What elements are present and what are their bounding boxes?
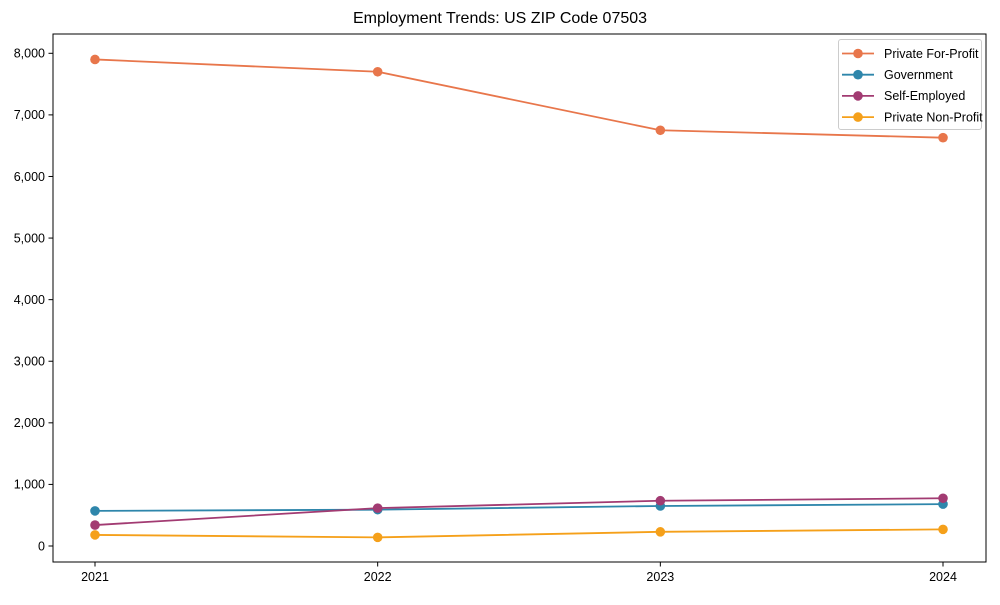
legend-marker-government [853, 69, 863, 80]
legend-box [838, 39, 982, 130]
data-point-private-for-profit-2022 [372, 66, 383, 77]
y-tick-label: 8,000 [14, 47, 45, 61]
data-point-private-for-profit-2024 [938, 132, 948, 143]
data-point-government-2021 [90, 506, 100, 516]
y-tick-label: 0 [38, 539, 45, 553]
x-axis: 2021 2022 2023 2024 [81, 562, 957, 584]
legend-label-self-employed: Self-Employed [884, 89, 965, 103]
data-point-self-employed-2023 [655, 495, 666, 506]
legend-marker-self-employed [853, 91, 863, 101]
x-tick-label: 2024 [929, 570, 957, 584]
x-tick-label: 2022 [364, 570, 392, 584]
legend: Private For-Profit Government Self-Employe… [838, 39, 983, 130]
legend-item-private-non-profit: Private Non-Profit [842, 110, 983, 124]
data-point-private-for-profit-2023 [655, 125, 666, 136]
data-point-private-non-profit-2024 [938, 524, 948, 535]
legend-label-private-non-profit: Private Non-Profit [884, 110, 983, 124]
data-point-private-non-profit-2023 [655, 527, 666, 537]
plot-border [52, 33, 987, 563]
y-tick-label: 5,000 [14, 231, 45, 245]
x-tick-label: 2023 [646, 570, 674, 584]
data-point-private-non-profit-2021 [90, 530, 100, 540]
series-markers-self-employed [90, 493, 948, 530]
legend-label-private-for-profit: Private For-Profit [884, 47, 979, 61]
y-tick-label: 2,000 [14, 416, 45, 430]
series-line-private-non-profit [94, 528, 944, 539]
legend-marker-private-for-profit [853, 48, 863, 59]
y-tick-label: 4,000 [14, 293, 45, 307]
legend-label-government: Government [884, 68, 953, 82]
series-markers-private-for-profit [90, 54, 948, 143]
y-tick-label: 1,000 [14, 478, 45, 492]
data-point-private-non-profit-2022 [372, 532, 383, 543]
data-point-private-for-profit-2021 [90, 54, 100, 65]
legend-item-private-for-profit: Private For-Profit [842, 47, 979, 61]
series-line-government [94, 503, 944, 512]
x-tick-label: 2021 [81, 570, 109, 584]
data-point-self-employed-2024 [938, 493, 948, 504]
plot-frame [52, 33, 987, 563]
series-line-self-employed [94, 497, 944, 526]
y-tick-label: 7,000 [14, 108, 45, 122]
series-group [90, 54, 948, 543]
series-line-private-for-profit [94, 58, 944, 139]
y-tick-label: 6,000 [14, 170, 45, 184]
legend-item-government: Government [842, 68, 953, 82]
y-tick-label: 3,000 [14, 355, 45, 369]
data-point-self-employed-2022 [372, 503, 383, 513]
y-axis: 0 1,000 2,000 3,000 4,000 5,000 6,000 7,000 8,00… [14, 47, 53, 553]
legend-item-self-employed: Self-Employed [842, 89, 965, 103]
data-point-self-employed-2021 [90, 520, 100, 530]
series-markers-private-non-profit [90, 524, 948, 543]
legend-marker-private-non-profit [853, 112, 863, 122]
chart-title: Employment Trends: US ZIP Code 07503 [353, 10, 647, 27]
